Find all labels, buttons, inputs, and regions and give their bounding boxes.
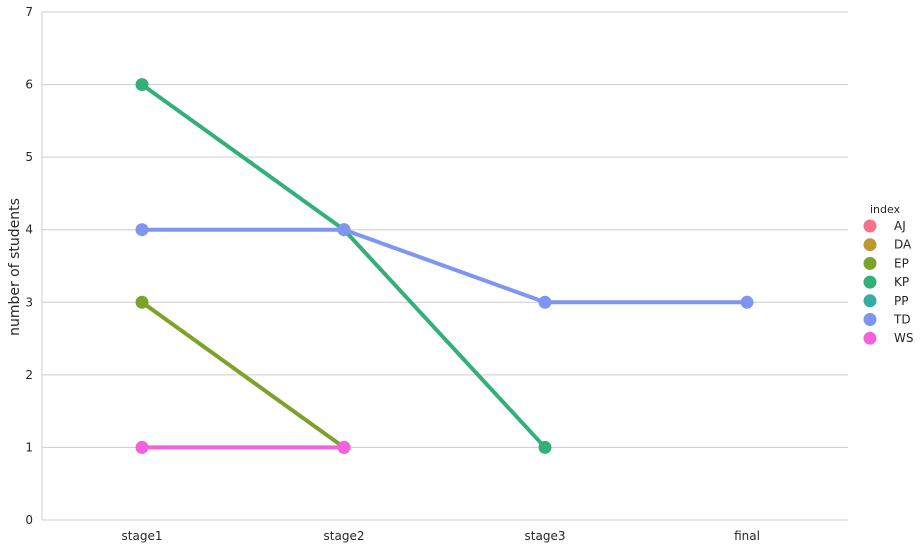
y-tick-label: 1 xyxy=(25,440,33,454)
data-point-td xyxy=(538,295,552,309)
legend-title: index xyxy=(870,203,901,216)
legend-label-da: DA xyxy=(894,238,912,252)
series xyxy=(135,78,754,454)
data-point-ep xyxy=(135,295,149,309)
y-tick-label: 4 xyxy=(25,223,33,237)
series-line-td xyxy=(342,227,547,305)
legend: index AJ DA EP KP PP TD WS xyxy=(863,203,913,345)
series-line-ep xyxy=(140,300,346,450)
y-tick-label: 3 xyxy=(25,295,33,309)
y-axis-label: number of students xyxy=(7,198,23,336)
legend-marker-da xyxy=(863,238,877,252)
y-tick-label: 5 xyxy=(25,150,33,164)
data-point-td xyxy=(740,295,754,309)
legend-marker-kp xyxy=(863,275,877,289)
axes: 0 1 2 3 4 5 6 7 stage1 stage2 stage3 final xyxy=(25,5,848,543)
legend-label-td: TD xyxy=(893,313,911,327)
series-line-kp xyxy=(342,227,547,450)
y-tick-label: 2 xyxy=(25,368,33,382)
legend-label-kp: KP xyxy=(894,275,909,289)
legend-marker-td xyxy=(863,313,877,326)
legend-label-ep: EP xyxy=(894,256,909,270)
x-tick-label: stage2 xyxy=(324,529,365,543)
y-tick-label: 0 xyxy=(25,513,33,527)
data-point-td xyxy=(337,223,351,237)
legend-label-aj: AJ xyxy=(894,219,906,233)
x-tick-label: stage3 xyxy=(525,529,566,543)
y-tick-label: 7 xyxy=(25,5,33,19)
legend-marker-ep xyxy=(863,256,877,270)
y-tick-label: 6 xyxy=(25,78,33,92)
data-point-kp xyxy=(538,440,552,454)
series-line-kp xyxy=(140,82,346,232)
legend-marker-pp xyxy=(863,294,877,308)
data-point-ws xyxy=(337,440,351,454)
legend-label-ws: WS xyxy=(894,331,913,345)
x-tick-label: final xyxy=(734,529,760,543)
legend-marker-ws xyxy=(863,331,877,345)
data-point-ws xyxy=(135,440,149,454)
data-point-td xyxy=(135,223,149,237)
legend-label-pp: PP xyxy=(894,294,908,308)
data-point-kp xyxy=(135,78,149,92)
legend-marker-aj xyxy=(863,219,877,233)
x-tick-label: stage1 xyxy=(122,529,163,543)
